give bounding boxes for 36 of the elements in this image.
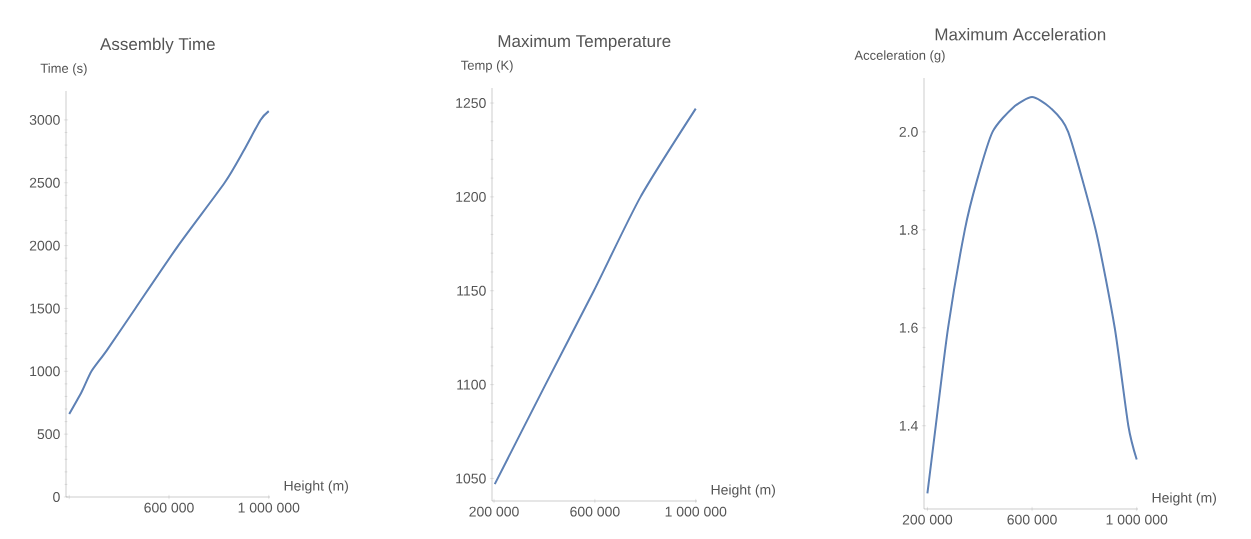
y-tick-label: 1500 bbox=[30, 303, 60, 314]
y-tick-label: 1.8 bbox=[899, 224, 918, 235]
line-series bbox=[926, 96, 1138, 495]
y-tick-label: 1250 bbox=[456, 98, 486, 108]
chart-title: Maximum Temperature bbox=[498, 34, 671, 51]
y-tick-label: 1.6 bbox=[899, 322, 918, 333]
y-tick-label: 1200 bbox=[456, 191, 486, 202]
y-tick-label: 1000 bbox=[30, 366, 60, 377]
chart-title: Maximum Acceleration bbox=[935, 28, 1106, 41]
y-tick-label: 1050 bbox=[456, 473, 486, 484]
y-axis-title: Temp (K) bbox=[461, 60, 513, 73]
y-tick-label: 1.4 bbox=[899, 420, 918, 431]
x-tick-label: 1 000 000 bbox=[1106, 514, 1168, 525]
y-axis-title: Acceleration (g) bbox=[854, 50, 945, 63]
y-tick-label: 0 bbox=[53, 492, 60, 502]
x-axis-title: Height (m) bbox=[711, 484, 775, 498]
line-series bbox=[68, 110, 270, 416]
x-tick-label: 200 000 bbox=[902, 514, 953, 525]
y-tick-label: 2500 bbox=[29, 177, 60, 188]
y-tick-label: 3000 bbox=[29, 114, 60, 125]
x-axis-title: Height (m) bbox=[1152, 492, 1216, 506]
x-tick-label: 600 000 bbox=[1007, 514, 1057, 525]
y-tick-label: 2.0 bbox=[899, 126, 918, 137]
y-tick-label: 2000 bbox=[29, 240, 60, 251]
y-tick-label: 500 bbox=[37, 429, 60, 440]
x-tick-label: 200 000 bbox=[469, 506, 519, 517]
x-tick-label: 1 000 000 bbox=[665, 506, 727, 517]
x-tick-label: 600 000 bbox=[144, 502, 194, 513]
y-axis-title: Time (s) bbox=[40, 63, 87, 76]
chart-title: Assembly Time bbox=[100, 37, 215, 54]
y-tick-label: 1150 bbox=[457, 285, 486, 296]
x-tick-label: 600 000 bbox=[570, 506, 620, 517]
line-series bbox=[493, 107, 697, 486]
x-tick-label: 1 000 000 bbox=[238, 502, 300, 513]
y-tick-label: 1100 bbox=[457, 379, 486, 390]
x-axis-title: Height (m) bbox=[284, 480, 348, 494]
